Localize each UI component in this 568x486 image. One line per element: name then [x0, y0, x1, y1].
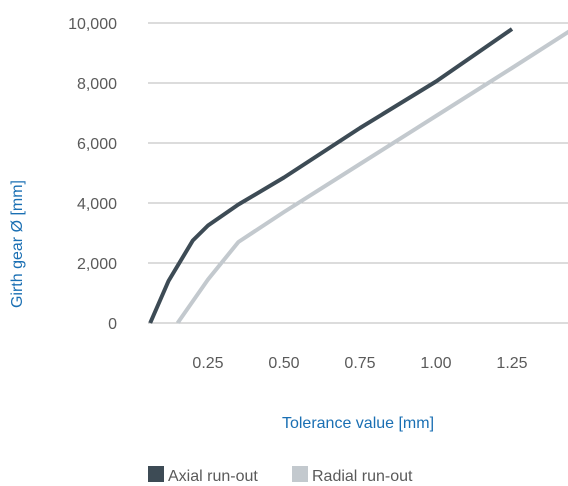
x-tick-label: 0.25	[192, 355, 223, 372]
x-tick-label: 0.50	[268, 355, 299, 372]
x-tick-label: 1.25	[496, 355, 527, 372]
legend-swatch	[148, 466, 164, 482]
series-line-1	[175, 29, 568, 325]
x-axis-title: Tolerance value [mm]	[282, 415, 434, 432]
legend: Axial run-out Radial run-out	[148, 466, 413, 485]
y-tick-label: 2,000	[77, 256, 117, 273]
y-tick-label: 4,000	[77, 196, 117, 213]
x-tick-label: 0.75	[344, 355, 375, 372]
y-tick-label: 8,000	[77, 76, 117, 93]
y-tick-label: 0	[108, 316, 117, 333]
legend-swatch	[292, 466, 308, 482]
x-tick-label: 1.00	[420, 355, 451, 372]
y-tick-label: 10,000	[68, 16, 117, 33]
series-lines	[148, 27, 568, 325]
x-axis-ticks: 0.25 0.50 0.75 1.00 1.25	[192, 355, 527, 372]
legend-label: Axial run-out	[168, 468, 258, 485]
series-line-0	[148, 27, 514, 324]
legend-label: Radial run-out	[312, 468, 413, 485]
y-axis-title: Girth gear Ø [mm]	[9, 180, 26, 308]
grid-lines	[148, 22, 568, 324]
y-axis-ticks: 0 2,000 4,000 6,000 8,000 10,000	[68, 16, 117, 333]
y-tick-label: 6,000	[77, 136, 117, 153]
